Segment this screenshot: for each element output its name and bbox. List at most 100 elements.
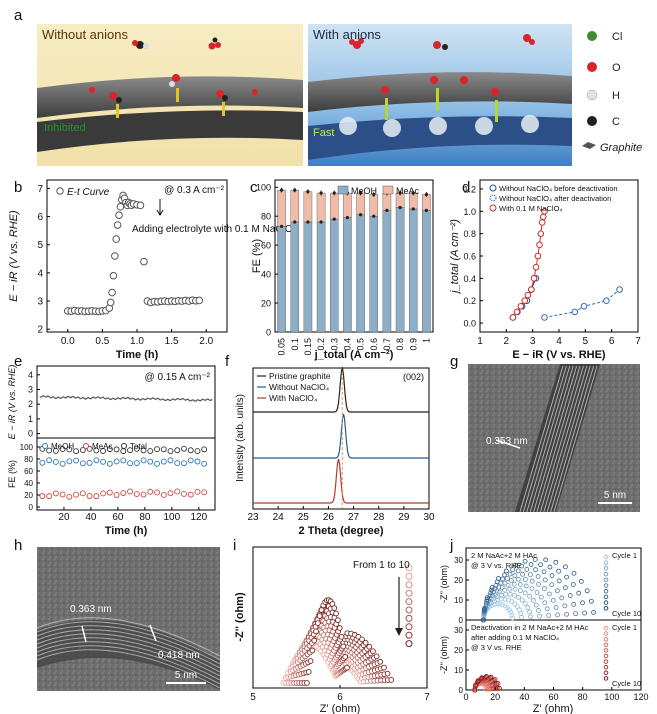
eis-point-top (509, 612, 515, 618)
data-point (112, 235, 121, 243)
bar-meac (316, 192, 326, 223)
fe-point (73, 457, 80, 464)
panel-c-bars (277, 187, 431, 333)
eis-point (338, 633, 345, 640)
eis-point-top (506, 607, 512, 613)
eis-point (342, 653, 349, 660)
x-tick-label: 120 (190, 512, 207, 523)
panel-c-xlabel: j_total (A cm⁻²) (314, 349, 394, 361)
series-point (530, 275, 538, 282)
panel-b-xlabel: Time (h) (116, 349, 159, 361)
x-tick-label: 23 (247, 512, 259, 523)
bar-meoh (277, 226, 286, 333)
panel-letter-a: a (14, 7, 23, 24)
spacing-marker-h-b (149, 624, 157, 642)
x-tick-label: 20 (490, 692, 500, 702)
panel-c-ticks: 0.05 0.1 0.15 0.2 0.3 0.4 0.5 0.6 0.7 0.8 0.9 1 0 20 4… (256, 183, 431, 356)
bar-meac (343, 192, 352, 218)
tem-spacing-h-b: 0.418 nm (158, 650, 200, 661)
bar-meac (356, 192, 365, 215)
xrd-trace (253, 366, 429, 413)
cycle-marker (405, 581, 413, 589)
eis-point (388, 677, 395, 683)
lattice-fringe (550, 365, 595, 513)
spacing-marker-h-a (81, 625, 87, 643)
eis-point-top (546, 591, 552, 597)
series-point (539, 213, 547, 221)
y-tick-label: 3 (28, 385, 33, 395)
fe-point (140, 447, 147, 454)
o-atom-icon (587, 62, 597, 72)
panel-j-cycle-end-top: Cycle 10 (612, 609, 641, 618)
graphite-icon (582, 142, 596, 149)
fe-point (120, 457, 127, 464)
x-tick-label: 0.6 (369, 338, 379, 351)
cycle-marker-bottom (603, 642, 609, 648)
panel-b-annotation: Adding electrolyte with 0.1 M NaClO₄ (132, 224, 297, 235)
x-tick-label: 0.3 (329, 338, 339, 351)
cycle-marker-bottom (603, 664, 609, 670)
panel-j-ylabel-bottom: -Z'' (ohm) (439, 636, 449, 674)
eis-point-top (484, 597, 490, 602)
panel-letter-h: h (14, 537, 22, 554)
legend-e-total: Total (130, 442, 147, 451)
tem-fringes-h (36, 617, 221, 689)
x-tick-label: 5 (583, 336, 589, 347)
panel-f-plot (253, 366, 429, 508)
tem-spacing-g: 0.353 nm (486, 436, 528, 447)
eis-point-top (527, 609, 532, 615)
eis-point-top (553, 559, 559, 565)
bar-meac (277, 189, 286, 227)
cycle-marker-top (603, 583, 609, 588)
eis-point-top (588, 598, 594, 604)
x-tick-label: 3 (530, 336, 536, 347)
eis-point-top (482, 606, 487, 612)
panel-e-ylabel-bottom: FE (%) (7, 460, 17, 488)
fe-point (127, 460, 133, 467)
fe-point (100, 458, 107, 465)
eis-point-top (550, 597, 556, 603)
meoh-point (319, 220, 323, 224)
fe-point (79, 447, 86, 454)
eis-point (309, 647, 316, 654)
eis-point-top (518, 611, 524, 616)
molecules-left (89, 37, 258, 118)
fe-point (106, 489, 113, 496)
meoh-point (293, 220, 297, 224)
legend-e-meoh: MeOH (51, 442, 74, 451)
x-tick-label: 7 (424, 692, 430, 703)
meoh-point (411, 207, 415, 211)
x-tick-label: 40 (519, 692, 529, 702)
cycle-marker-top (603, 571, 609, 577)
meoh-point (385, 208, 389, 212)
eis-point-top (511, 581, 517, 587)
data-point (111, 252, 119, 260)
panel-h: h 0.363 nm 0.418 nm 5 nm (14, 537, 221, 691)
lattice-fringe (36, 633, 221, 673)
cycle-marker (405, 631, 413, 639)
eis-point-top (549, 573, 555, 578)
fe-point (46, 457, 53, 464)
cycle-marker-top (603, 594, 609, 600)
panel-e-condition: @ 0.15 A cm⁻² (145, 372, 211, 383)
eis-point-top (541, 586, 547, 591)
panel-a-left-title: Without anions (42, 27, 128, 42)
panel-i-xlabel: Z' (ohm) (320, 703, 361, 714)
x-tick-label: 0.05 (277, 338, 287, 356)
cycle-marker (405, 564, 413, 572)
legend-marker-with (489, 204, 497, 212)
fe-point (113, 492, 120, 498)
series-point (571, 308, 579, 316)
eis-point-top (510, 567, 516, 573)
x-tick-label: 120 (633, 692, 648, 702)
cycle-marker-bottom (603, 653, 609, 659)
y-tick-label: 4 (37, 268, 43, 279)
series-line (544, 289, 620, 318)
eis-point-top (507, 586, 513, 592)
eis-point-top (533, 567, 538, 573)
data-point (113, 221, 122, 229)
fe-point (73, 491, 80, 498)
fe-point (120, 490, 127, 496)
eis-point-top (542, 577, 548, 583)
